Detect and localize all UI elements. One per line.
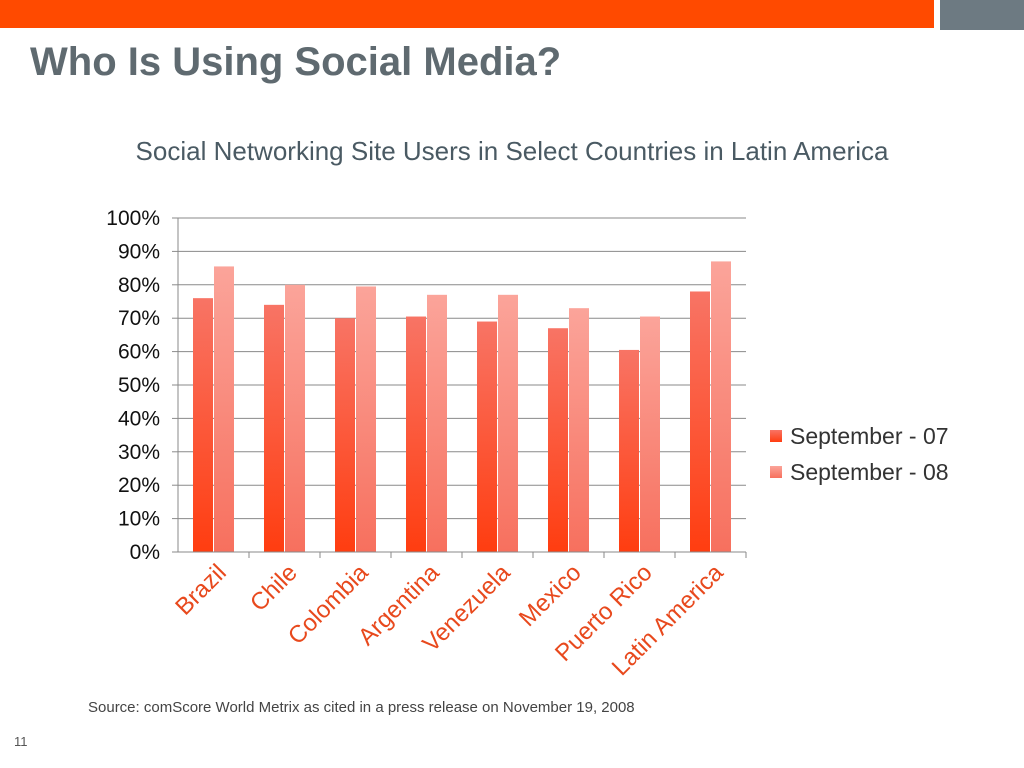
bar-argentina-series-2 <box>427 294 447 552</box>
bar-chile-series-2 <box>285 284 305 552</box>
bar-puerto-rico-series-1 <box>619 349 639 552</box>
bar-venezuela-series-2 <box>498 294 518 552</box>
category-labels: Brazil ChileColombiaArgentinaVenezuelaMex… <box>170 559 729 681</box>
top-corner-block <box>940 0 1024 30</box>
bar-argentina-series-1 <box>406 316 426 552</box>
y-tick-label: 80% <box>118 274 160 297</box>
y-tick-label: 90% <box>118 240 160 263</box>
legend-label: September - 07 <box>790 422 949 449</box>
bar-brazil-series-2 <box>214 266 234 552</box>
bar-venezuela-series-1 <box>477 321 497 552</box>
legend-item-september-07: September - 07 <box>770 418 949 454</box>
y-tick-label: 70% <box>118 307 160 330</box>
legend-label: September - 08 <box>790 458 949 485</box>
legend-swatch-september-08 <box>770 466 782 478</box>
y-tick-label: 10% <box>118 508 160 531</box>
source-note: Source: comScore World Metrix as cited i… <box>88 699 635 716</box>
bar-colombia-series-2 <box>356 286 376 552</box>
category-label: Chile <box>245 559 303 617</box>
x-axis <box>177 218 747 558</box>
top-accent-bar <box>0 0 934 28</box>
legend: September - 07 September - 08 <box>770 418 949 490</box>
bar-puerto-rico-series-2 <box>640 316 660 552</box>
legend-swatch-september-07 <box>770 430 782 442</box>
slide-title: Who Is Using Social Media? <box>30 40 562 84</box>
y-tick-label: 20% <box>118 474 160 497</box>
bar-latin-america-series-1 <box>690 291 710 552</box>
bars <box>193 261 731 552</box>
legend-item-september-08: September - 08 <box>770 454 949 490</box>
bar-brazil-series-1 <box>193 298 213 552</box>
y-tick-label: 0% <box>130 541 160 564</box>
bar-latin-america-series-2 <box>711 261 731 552</box>
y-tick-label: 40% <box>118 407 160 430</box>
y-tick-label: 50% <box>118 374 160 397</box>
chart-title: Social Networking Site Users in Select C… <box>135 136 889 166</box>
bar-colombia-series-1 <box>335 318 355 552</box>
page-number: 11 <box>14 734 28 749</box>
y-axis-ticks: 0% 10% 20% 30% 40% 50% 60% 70% 80% 90% 100% <box>106 207 160 564</box>
bar-chile-series-1 <box>264 304 284 552</box>
bar-mexico-series-1 <box>548 328 568 552</box>
y-tick-label: 30% <box>118 441 160 464</box>
bar-mexico-series-2 <box>569 308 589 552</box>
y-tick-label: 100% <box>106 207 160 230</box>
category-label: Brazil <box>170 559 232 621</box>
y-tick-label: 60% <box>118 341 160 364</box>
